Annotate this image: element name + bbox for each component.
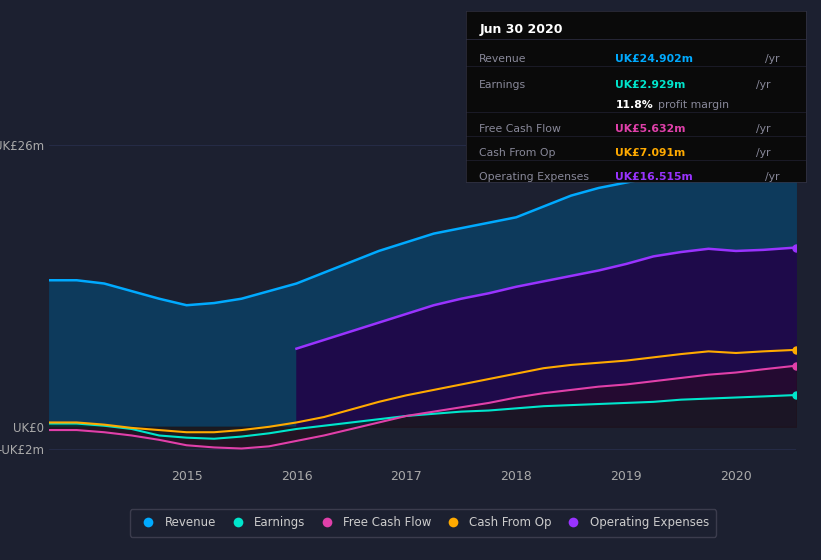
Text: UK£7.091m: UK£7.091m (616, 148, 686, 158)
Text: profit margin: profit margin (658, 100, 729, 110)
Text: /yr: /yr (756, 148, 770, 158)
Text: Jun 30 2020: Jun 30 2020 (479, 23, 562, 36)
Text: UK£24.902m: UK£24.902m (616, 54, 694, 64)
Text: /yr: /yr (765, 54, 780, 64)
Text: Earnings: Earnings (479, 80, 526, 90)
Text: Cash From Op: Cash From Op (479, 148, 556, 158)
Text: Operating Expenses: Operating Expenses (479, 172, 589, 182)
Text: Free Cash Flow: Free Cash Flow (479, 124, 561, 134)
Text: /yr: /yr (756, 80, 770, 90)
Text: UK£5.632m: UK£5.632m (616, 124, 686, 134)
Text: UK£2.929m: UK£2.929m (616, 80, 686, 90)
Legend: Revenue, Earnings, Free Cash Flow, Cash From Op, Operating Expenses: Revenue, Earnings, Free Cash Flow, Cash … (130, 510, 716, 536)
Text: /yr: /yr (765, 172, 780, 182)
Text: Revenue: Revenue (479, 54, 526, 64)
Text: /yr: /yr (756, 124, 770, 134)
Text: UK£16.515m: UK£16.515m (616, 172, 693, 182)
Text: 11.8%: 11.8% (616, 100, 654, 110)
